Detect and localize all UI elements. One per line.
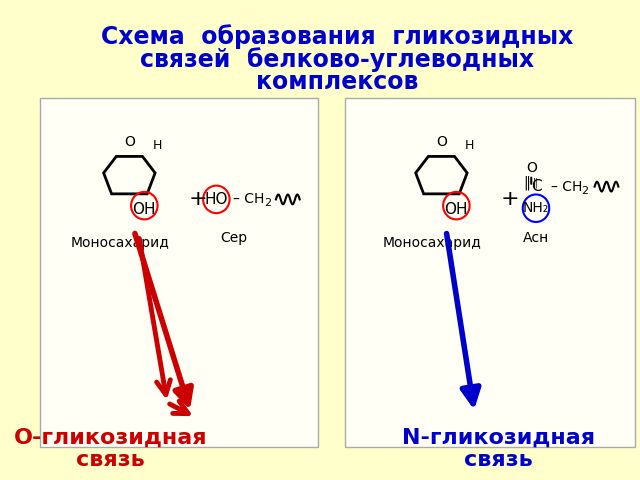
Text: OH: OH xyxy=(445,202,468,216)
Text: +: + xyxy=(500,190,519,209)
Text: N-гликозидная
связь: N-гликозидная связь xyxy=(401,427,595,470)
FancyBboxPatch shape xyxy=(345,98,636,447)
Text: 2: 2 xyxy=(581,186,589,195)
Text: Сер: Сер xyxy=(220,231,247,245)
Text: OH: OH xyxy=(132,202,156,216)
Text: NH₂: NH₂ xyxy=(523,201,549,215)
Text: C: C xyxy=(531,179,541,194)
Text: O: O xyxy=(526,161,537,175)
FancyBboxPatch shape xyxy=(40,98,319,447)
Text: +: + xyxy=(188,190,207,209)
Text: Схема  образования  гликозидных: Схема образования гликозидных xyxy=(101,24,573,49)
Text: Моносахарид: Моносахарид xyxy=(70,236,170,250)
Text: O: O xyxy=(436,134,447,149)
Text: O: O xyxy=(124,134,135,149)
Text: О-гликозидная
связь: О-гликозидная связь xyxy=(13,427,207,470)
Text: связей  белково-углеводных: связей белково-углеводных xyxy=(140,47,534,72)
Text: Асн: Асн xyxy=(523,231,549,245)
Text: Моносахарид: Моносахарид xyxy=(383,236,481,250)
Text: ‖: ‖ xyxy=(523,175,530,190)
Text: 2: 2 xyxy=(264,198,271,208)
Text: – CH: – CH xyxy=(234,192,265,206)
Text: – CH: – CH xyxy=(551,180,582,193)
Text: HO: HO xyxy=(205,192,228,207)
Text: H: H xyxy=(152,139,162,152)
Text: комплексов: комплексов xyxy=(256,70,419,94)
Text: H: H xyxy=(465,139,474,152)
Text: ‖: ‖ xyxy=(532,178,538,188)
